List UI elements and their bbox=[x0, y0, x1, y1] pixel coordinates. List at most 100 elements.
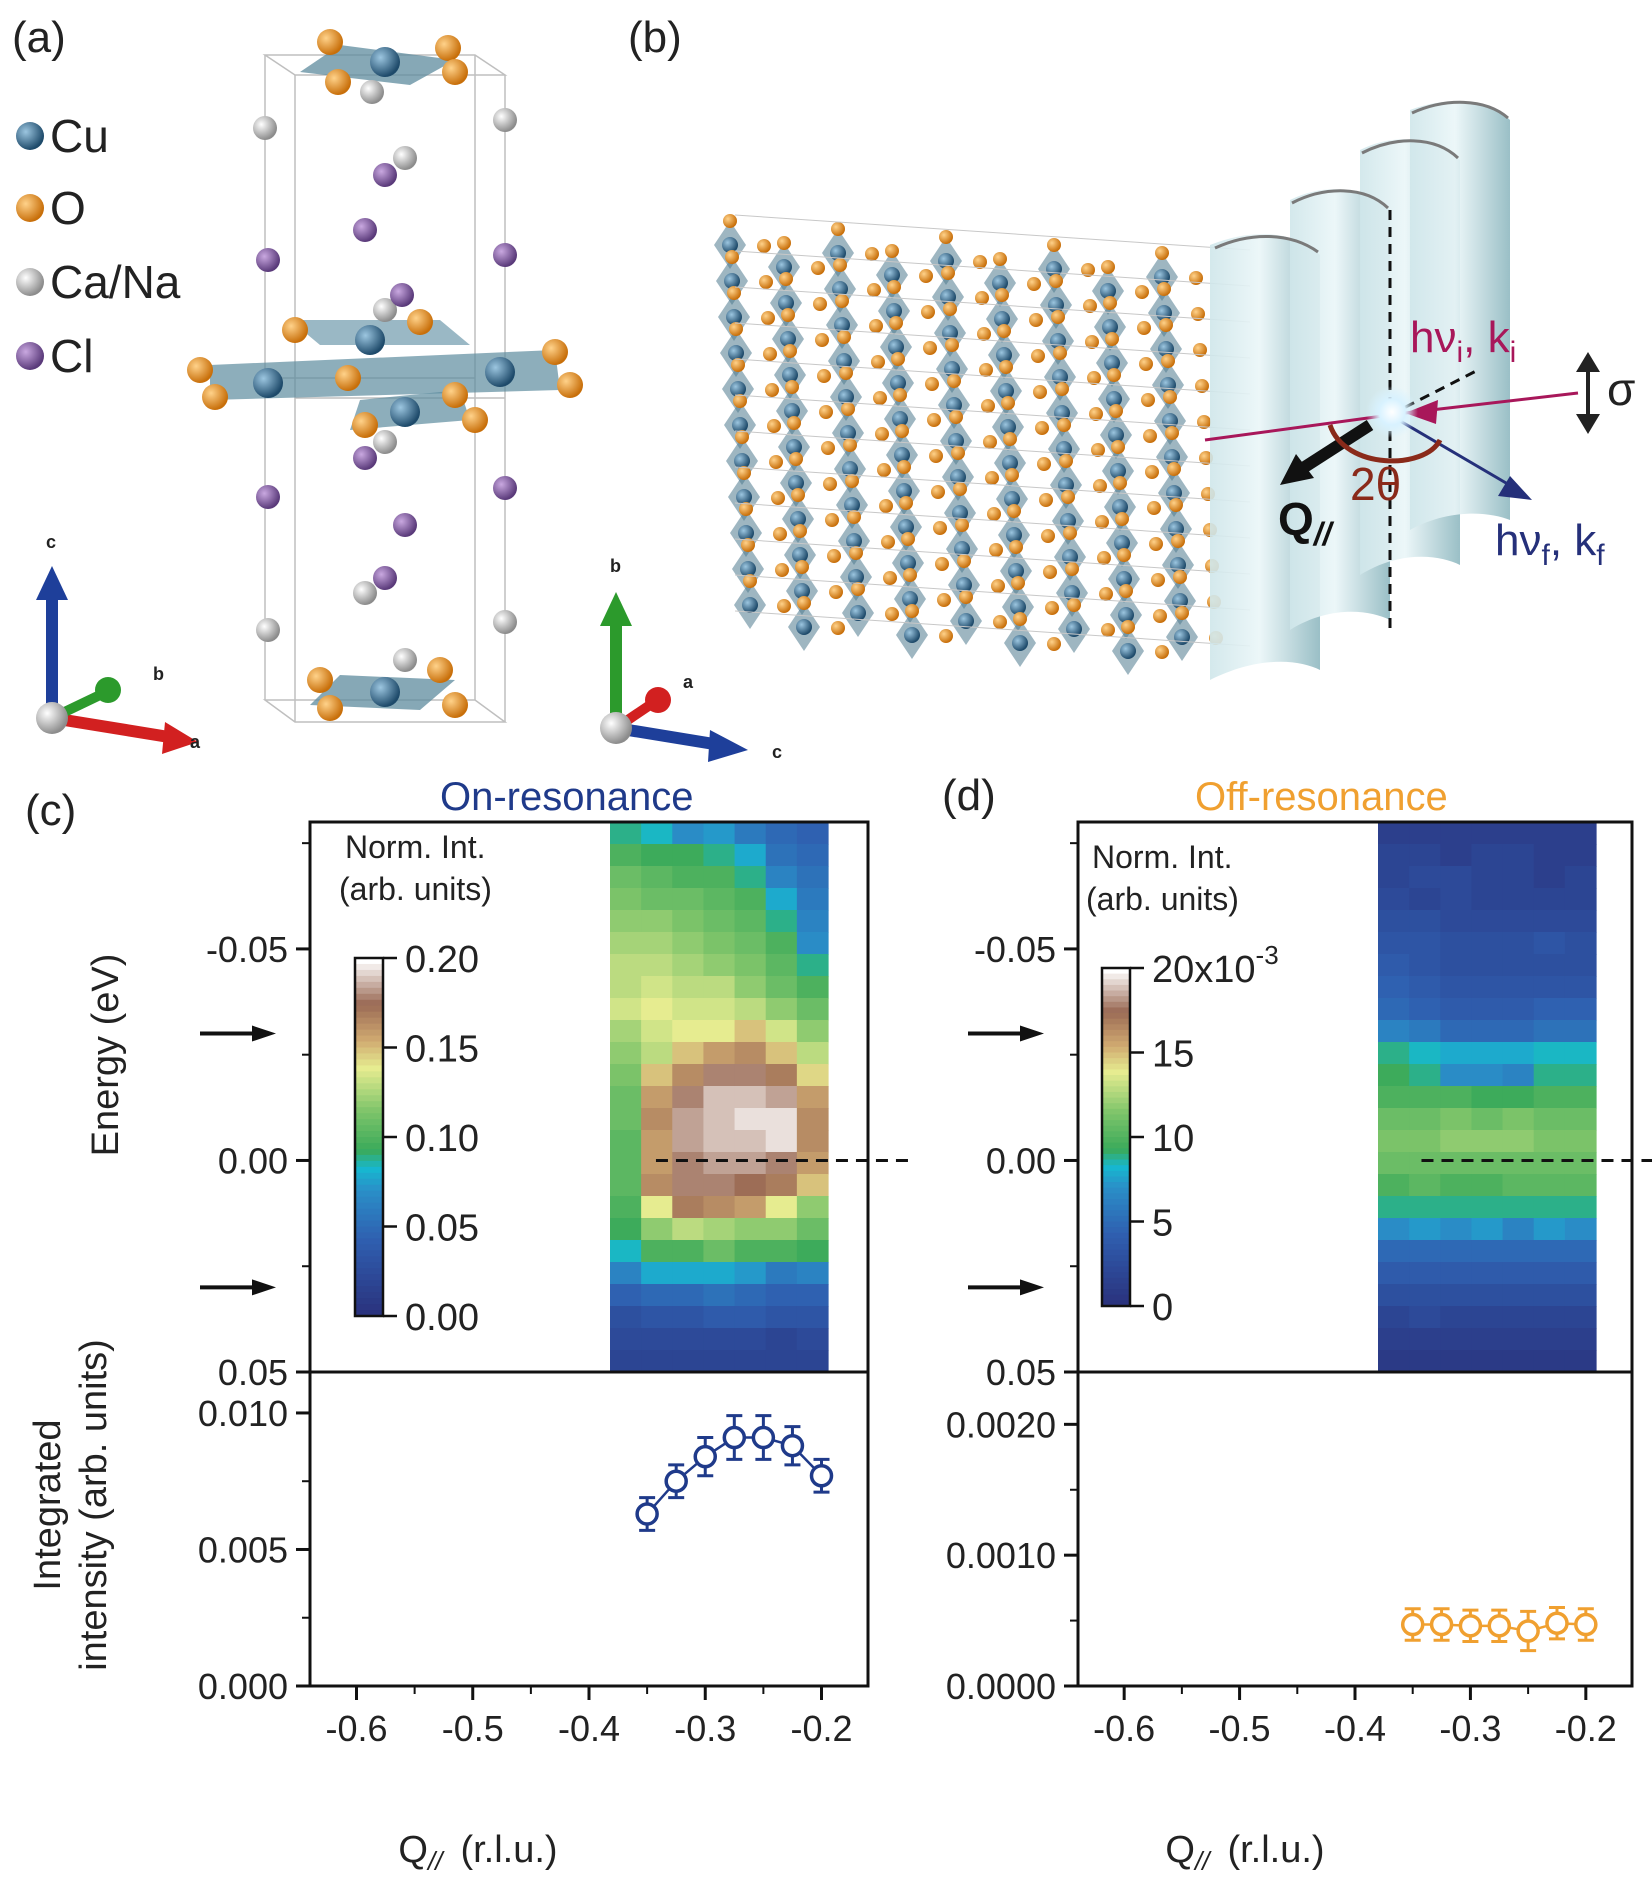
heatmap-cell bbox=[796, 1262, 829, 1285]
xlabel-d-sub: // bbox=[1193, 1846, 1212, 1876]
heatmap-cell bbox=[1378, 1108, 1410, 1131]
heatmap-cell bbox=[1409, 1108, 1441, 1131]
scattering-geometry: hνi, ki σ 2θ Q// hνf, kf bbox=[1204, 100, 1635, 680]
y-tick-label: 0.0020 bbox=[946, 1404, 1056, 1445]
heatmap-cell bbox=[703, 866, 736, 889]
colorbar-segment bbox=[1102, 1198, 1130, 1206]
colorbar-segment bbox=[1102, 1097, 1130, 1104]
heatmap-cell bbox=[672, 1130, 705, 1153]
x-tick-label: -0.4 bbox=[1324, 1708, 1386, 1749]
data-point bbox=[780, 1433, 805, 1458]
heatmap-cell bbox=[1471, 1130, 1504, 1153]
heatmap-cell bbox=[1409, 1218, 1441, 1241]
heatmap-cell bbox=[1378, 844, 1410, 867]
heatmap-cell bbox=[1533, 932, 1566, 955]
heatmap-cell bbox=[1502, 1240, 1535, 1263]
panel-label-d: (d) bbox=[942, 771, 996, 820]
heatmap-cell bbox=[1409, 1262, 1441, 1285]
heatmap-cell bbox=[1471, 1042, 1504, 1065]
heatmap-cell bbox=[1502, 954, 1535, 977]
y-tick-label: 0.05 bbox=[986, 1352, 1056, 1393]
heatmap-cell bbox=[1564, 1174, 1597, 1197]
heatmap-cell bbox=[765, 1086, 798, 1109]
colorbar-segment bbox=[355, 1238, 383, 1245]
heatmap-cell bbox=[765, 1218, 798, 1241]
unit-cell-structure bbox=[187, 29, 583, 723]
heatmap-cell bbox=[1564, 1218, 1597, 1241]
y-tick-label: 0.010 bbox=[198, 1393, 288, 1434]
colorbar-segment bbox=[355, 1280, 383, 1287]
heatmap-cell bbox=[672, 932, 705, 955]
incident-beam-label: hνi, ki bbox=[1410, 313, 1516, 369]
heatmap-cell bbox=[1409, 1196, 1441, 1219]
axis-b-a-label: a bbox=[683, 672, 694, 692]
scattered-k-sub: f bbox=[1596, 539, 1605, 572]
heatmap-cell bbox=[1409, 844, 1441, 867]
heatmap-cell bbox=[1440, 1262, 1473, 1285]
colorbar-segment bbox=[355, 1053, 383, 1061]
heatmap-c: -0.05 0.00 0.05 Norm. Int. (arb. units) 0.20 0… bbox=[200, 820, 908, 1393]
heatmap-cell bbox=[765, 1284, 798, 1307]
heatmap-cell bbox=[1564, 1240, 1597, 1263]
heatmap-cell bbox=[1409, 954, 1441, 977]
heatmap-cell bbox=[1378, 1020, 1410, 1043]
colorbar-c: Norm. Int. (arb. units) 0.20 0.15 0.10 0.05 0.… bbox=[339, 829, 492, 1339]
heatmap-cell bbox=[1564, 1130, 1597, 1153]
colorbar-segment bbox=[1102, 1080, 1130, 1087]
heatmap-cell bbox=[1440, 1306, 1473, 1329]
heatmap-cell bbox=[1502, 1042, 1535, 1065]
heatmap-cell bbox=[1378, 1152, 1410, 1175]
data-point bbox=[1574, 1612, 1598, 1637]
heatmap-cell bbox=[703, 1130, 736, 1153]
heatmap-cell bbox=[1564, 1064, 1597, 1087]
heatmap-cell bbox=[610, 1152, 642, 1175]
colorbar-tick-label: 10 bbox=[1152, 1118, 1194, 1160]
heatmap-cell bbox=[734, 866, 767, 889]
heatmap-cell bbox=[1502, 1152, 1535, 1175]
y-tick-label: 0.0000 bbox=[946, 1666, 1056, 1707]
heatmap-cell bbox=[1564, 976, 1597, 999]
heatmap-cell bbox=[1502, 1196, 1535, 1219]
scattered-beam-label: hνf, kf bbox=[1495, 516, 1605, 572]
heatmap-cell bbox=[672, 1086, 705, 1109]
heatmap-cell bbox=[1533, 1196, 1566, 1219]
colorbar-segment bbox=[355, 1172, 383, 1180]
heatmap-cell bbox=[610, 866, 642, 889]
heatmap-cell bbox=[1440, 1174, 1473, 1197]
heatmap-cell bbox=[1409, 1306, 1441, 1329]
heatmap-cell bbox=[641, 1306, 673, 1329]
data-point bbox=[809, 1464, 834, 1488]
heatmap-cell bbox=[641, 1350, 673, 1373]
q-vector-label: Q// bbox=[1278, 493, 1335, 552]
heatmap-cell bbox=[765, 1196, 798, 1219]
colorbar-segment bbox=[355, 987, 383, 995]
colorbar-segment bbox=[355, 1250, 383, 1257]
heatmap-cell bbox=[1502, 1306, 1535, 1329]
heatmap-cell bbox=[641, 976, 673, 999]
heatmap-cell bbox=[734, 932, 767, 955]
energy-arrow-head bbox=[1020, 1279, 1044, 1296]
xlabel-d-q: Q bbox=[1165, 1829, 1195, 1871]
colorbar-segment bbox=[1102, 1221, 1130, 1228]
incident-hv: hν bbox=[1410, 313, 1456, 362]
heatmap-cell bbox=[1471, 888, 1504, 911]
heatmap-cell bbox=[641, 888, 673, 911]
colorbar-segment bbox=[1102, 1182, 1130, 1189]
colorbar-segment bbox=[1102, 1137, 1130, 1144]
heatmap-cell bbox=[796, 998, 829, 1021]
heatmap-cell bbox=[672, 1262, 705, 1285]
colorbar-segment bbox=[355, 1071, 383, 1078]
heatmap-cell bbox=[703, 844, 736, 867]
heatmap-cell bbox=[734, 888, 767, 911]
heatmap-cell bbox=[765, 844, 798, 867]
colorbar-segment bbox=[355, 1017, 383, 1025]
heatmap-cell bbox=[1502, 1020, 1535, 1043]
data-point bbox=[722, 1425, 747, 1450]
colorbar-tick-label: 0.00 bbox=[405, 1297, 479, 1339]
heatmap-cell bbox=[672, 1064, 705, 1087]
heatmap-cell bbox=[1440, 932, 1473, 955]
heatmap-cell bbox=[641, 1064, 673, 1087]
heatmap-cell bbox=[1409, 888, 1441, 911]
heatmap-cell bbox=[1409, 1130, 1441, 1153]
